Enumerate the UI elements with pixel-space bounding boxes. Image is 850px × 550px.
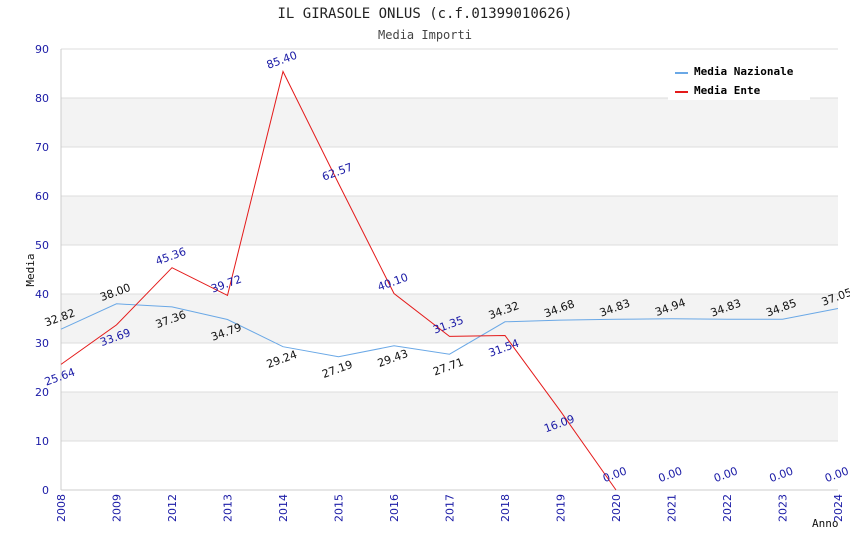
- x-axis-title: Anno: [812, 517, 839, 530]
- data-label-media-ente: 0.00: [657, 464, 684, 485]
- y-tick-label: 60: [35, 190, 49, 203]
- y-tick-label: 0: [42, 484, 49, 497]
- grid-band: [61, 294, 838, 343]
- x-tick-label: 2017: [444, 494, 457, 522]
- data-label-media-nazionale: 29.43: [376, 347, 410, 370]
- data-label-media-ente: 85.40: [265, 49, 299, 72]
- x-tick-label: 2018: [499, 494, 512, 522]
- data-label-media-ente: 0.00: [823, 464, 850, 485]
- data-label-media-ente: 0.00: [768, 464, 795, 485]
- legend-label-media-ente: Media Ente: [694, 84, 761, 97]
- x-tick-label: 2015: [333, 494, 346, 522]
- x-tick-label: 2013: [222, 494, 235, 522]
- series-line-media-nazionale: [60, 303, 839, 358]
- y-tick-label: 10: [35, 435, 49, 448]
- y-tick-label: 30: [35, 337, 49, 350]
- y-tick-label: 40: [35, 288, 49, 301]
- x-tick-label: 2024: [832, 494, 845, 522]
- gridlines: [61, 48, 838, 491]
- data-label-media-nazionale: 29.24: [265, 348, 299, 371]
- chart-subtitle: Media Importi: [378, 28, 472, 42]
- x-tick-label: 2020: [610, 494, 623, 522]
- series-lines: [60, 70, 839, 491]
- data-label-media-ente: 0.00: [712, 464, 739, 485]
- data-label-media-nazionale: 27.19: [320, 358, 354, 381]
- grid-bands: [61, 98, 838, 441]
- legend-box: [668, 58, 810, 100]
- data-label-media-ente: 0.00: [601, 464, 628, 485]
- x-tick-label: 2014: [277, 494, 290, 522]
- x-tick-label: 2023: [777, 494, 790, 522]
- data-label-media-ente: 45.36: [154, 245, 188, 268]
- grid-band: [61, 392, 838, 441]
- x-tick-label: 2012: [166, 494, 179, 522]
- y-tick-label: 80: [35, 92, 49, 105]
- y-axis-title: Media: [24, 253, 37, 286]
- chart-title: IL GIRASOLE ONLUS (c.f.01399010626): [277, 6, 572, 22]
- legend: Media Nazionale Media Ente: [668, 58, 810, 100]
- y-tick-label: 90: [35, 43, 49, 56]
- axes: [60, 49, 838, 491]
- y-tick-labels: 0 10 20 30 40 50 60 70 80 90: [35, 43, 49, 497]
- x-tick-label: 2016: [388, 494, 401, 522]
- y-tick-label: 70: [35, 141, 49, 154]
- x-tick-labels: 2008 2009 2012 2013 2014 2015 2016 2017 2018 2019…: [55, 494, 845, 522]
- x-tick-label: 2019: [555, 494, 568, 522]
- x-tick-label: 2009: [111, 494, 124, 522]
- data-label-media-ente: 39.72: [209, 273, 243, 296]
- x-tick-label: 2022: [721, 494, 734, 522]
- series-line-media-ente: [60, 70, 617, 491]
- grid-band: [61, 98, 838, 147]
- x-tick-label: 2021: [666, 494, 679, 522]
- x-tick-label: 2008: [55, 494, 68, 522]
- data-label-media-ente: 25.64: [43, 366, 77, 389]
- legend-label-media-nazionale: Media Nazionale: [694, 65, 794, 78]
- grid-band: [61, 196, 838, 245]
- data-label-media-nazionale: 27.71: [431, 355, 465, 378]
- y-tick-label: 50: [35, 239, 49, 252]
- y-tick-label: 20: [35, 386, 49, 399]
